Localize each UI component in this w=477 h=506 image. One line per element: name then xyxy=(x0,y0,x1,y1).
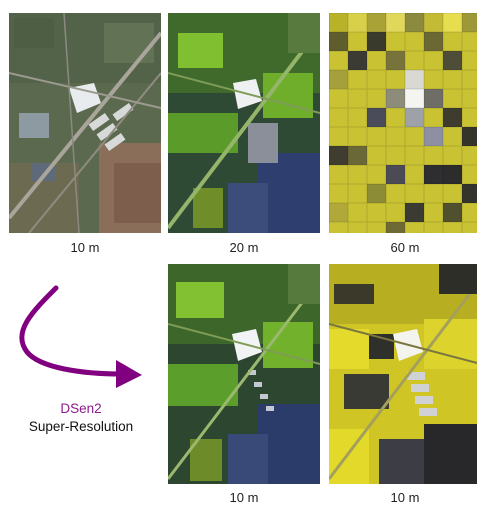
image-60m xyxy=(329,13,477,233)
method-name: DSen2 xyxy=(60,401,102,416)
method-label: DSen2 Super-Resolution xyxy=(0,400,162,436)
image-20m xyxy=(168,13,320,233)
image-superres-20m-bands xyxy=(168,264,320,484)
caption-top-right: 60 m xyxy=(390,240,420,255)
curved-arrow-icon xyxy=(19,285,142,388)
caption-bottom-middle: 10 m xyxy=(229,490,259,505)
image-rgb-10m xyxy=(9,13,161,233)
caption-top-middle: 20 m xyxy=(229,240,259,255)
caption-bottom-right: 10 m xyxy=(390,490,420,505)
method-description: Super-Resolution xyxy=(28,419,134,434)
image-superres-60m-bands xyxy=(329,264,477,484)
caption-top-left: 10 m xyxy=(70,240,100,255)
